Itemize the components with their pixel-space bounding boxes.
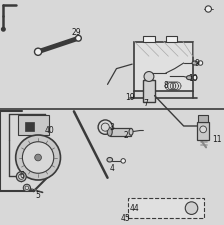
Circle shape [35,154,41,161]
Bar [143,80,155,102]
Bar [143,36,155,42]
Circle shape [193,75,197,80]
Circle shape [19,174,24,179]
Text: 6: 6 [20,171,25,180]
Bar [198,115,208,122]
Bar [110,128,131,136]
Circle shape [16,172,26,182]
Text: 2: 2 [123,130,128,140]
Circle shape [198,61,203,65]
Text: 7: 7 [143,99,148,108]
Circle shape [101,123,109,131]
Text: 40: 40 [44,126,54,135]
Text: 29: 29 [71,28,81,37]
Bar [134,42,193,91]
Ellipse shape [186,76,192,80]
Text: 45: 45 [121,214,130,223]
Ellipse shape [129,128,133,135]
Text: 9: 9 [195,58,200,68]
Circle shape [22,142,54,173]
Circle shape [121,159,125,163]
Text: 8: 8 [163,81,168,90]
Circle shape [16,135,60,180]
Ellipse shape [107,158,112,162]
Circle shape [205,6,211,12]
Circle shape [98,120,112,134]
Bar [128,198,204,218]
Circle shape [2,27,5,31]
Ellipse shape [107,128,112,136]
Circle shape [185,202,198,214]
Text: 3: 3 [110,123,114,132]
Bar [25,122,34,130]
Text: 10: 10 [188,74,197,83]
Circle shape [75,35,81,41]
Circle shape [23,184,30,191]
Bar [166,36,177,42]
Circle shape [200,126,207,133]
Bar [197,122,209,140]
Ellipse shape [192,61,198,65]
Text: 44: 44 [129,204,139,213]
Text: 4: 4 [110,164,114,173]
Text: 19: 19 [125,93,135,102]
Circle shape [144,72,154,81]
Circle shape [25,186,29,190]
Text: 5: 5 [36,191,41,200]
Circle shape [34,48,42,55]
Text: 11: 11 [213,135,222,144]
Bar [18,115,49,135]
